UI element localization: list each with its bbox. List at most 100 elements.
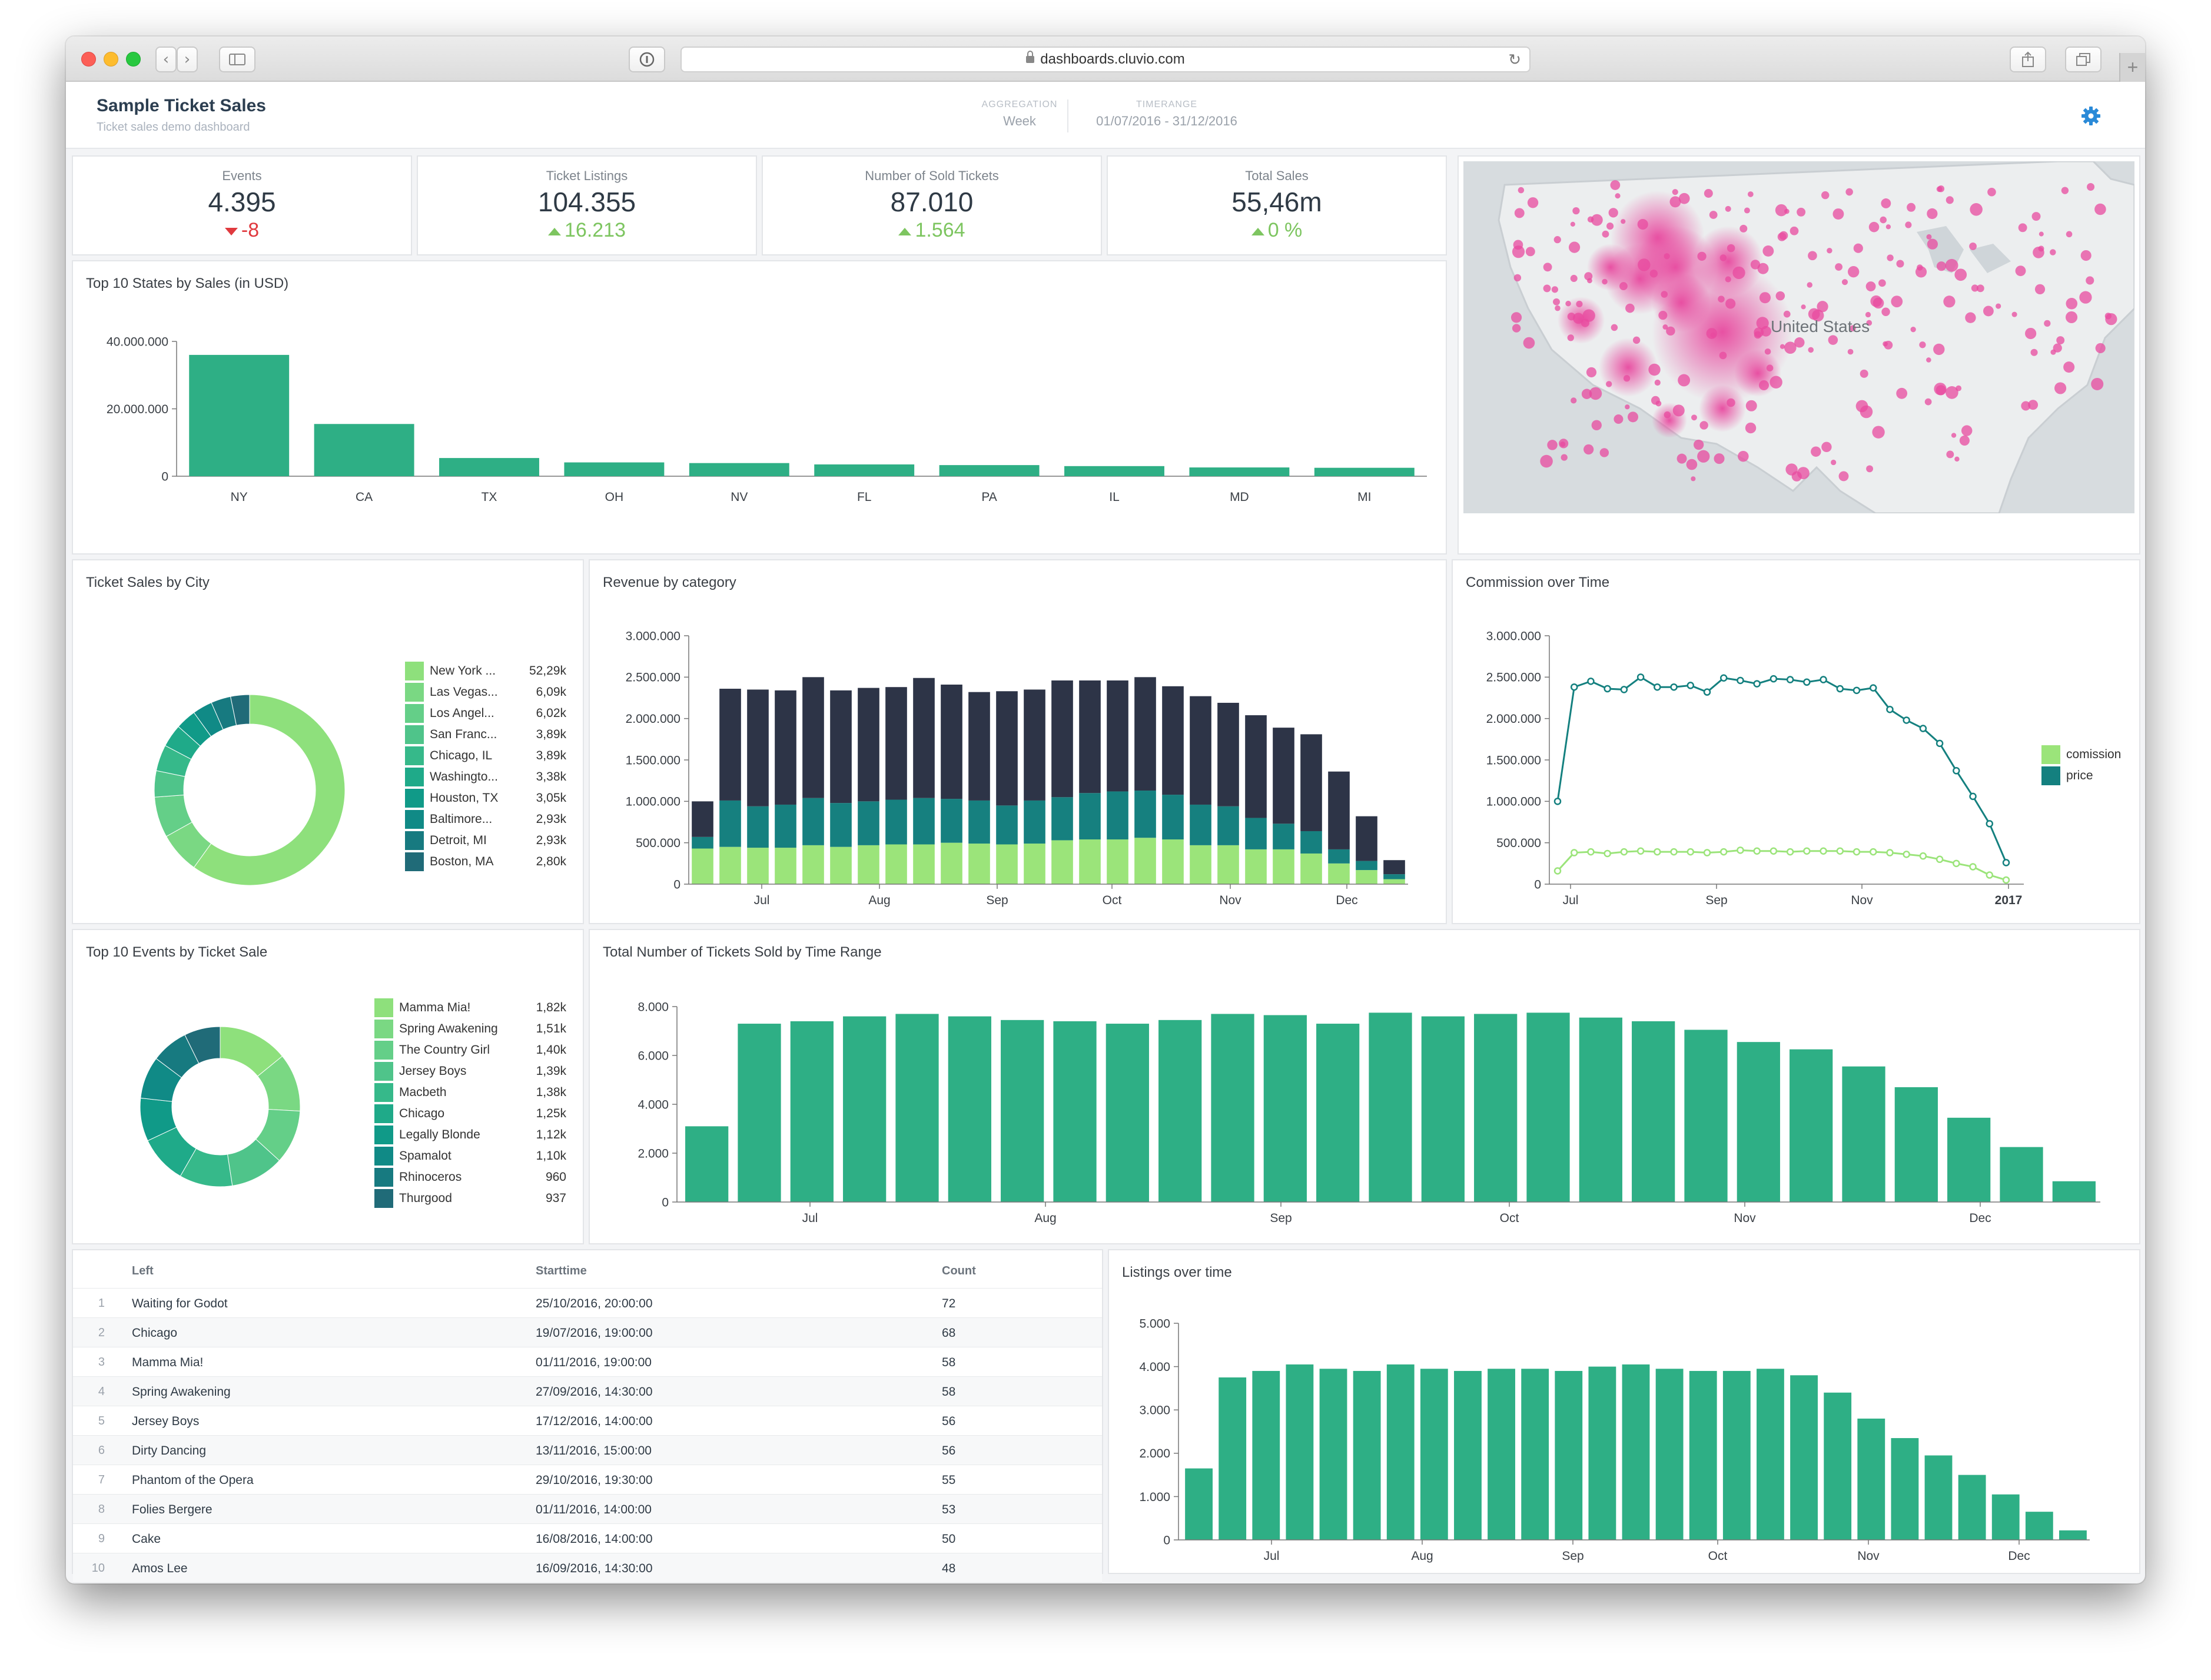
bar[interactable] <box>1655 1369 1684 1540</box>
series-point[interactable] <box>1953 767 1960 775</box>
city-legend-item[interactable]: Las Vegas... 6,09k <box>405 682 566 703</box>
table-row[interactable]: 10 Amos Lee 16/09/2016, 14:30:00 48 <box>73 1553 1102 1582</box>
bar-TX[interactable] <box>439 458 539 476</box>
city-legend-item[interactable]: New York ... 52,29k <box>405 660 566 682</box>
table-row[interactable]: 8 Folies Bergere 01/11/2016, 14:00:00 53 <box>73 1494 1102 1523</box>
revenue-segment[interactable] <box>719 800 741 847</box>
bar[interactable] <box>1106 1024 1149 1202</box>
bar[interactable] <box>1857 1418 1885 1540</box>
city-legend-item[interactable]: Washingto... 3,38k <box>405 766 566 788</box>
bar[interactable] <box>1689 1370 1717 1540</box>
bar-NY[interactable] <box>189 354 290 476</box>
revenue-segment[interactable] <box>692 801 713 837</box>
bar[interactable] <box>1263 1015 1307 1202</box>
privacy-report-button[interactable] <box>629 47 665 72</box>
bar[interactable] <box>1211 1014 1254 1202</box>
series-point[interactable] <box>1553 798 1562 805</box>
revenue-segment[interactable] <box>1190 696 1211 805</box>
us-map[interactable]: United States <box>1463 161 2134 513</box>
table-row[interactable]: 4 Spring Awakening 27/09/2016, 14:30:00 58 <box>73 1376 1102 1406</box>
sidebar-toggle-button[interactable] <box>219 47 255 72</box>
revenue-segment[interactable] <box>1273 728 1294 824</box>
revenue-segment[interactable] <box>1079 839 1101 884</box>
revenue-segment[interactable] <box>775 804 796 848</box>
revenue-segment[interactable] <box>1217 845 1239 884</box>
city-legend-item[interactable]: Detroit, MI 2,93k <box>405 830 566 851</box>
revenue-segment[interactable] <box>1328 863 1350 884</box>
series-point[interactable] <box>1969 863 1977 871</box>
series-point[interactable] <box>1786 848 1794 856</box>
bar[interactable] <box>1521 1369 1549 1540</box>
bar[interactable] <box>1588 1366 1616 1540</box>
bar[interactable] <box>1958 1475 1986 1540</box>
revenue-segment[interactable] <box>1107 839 1128 884</box>
tabs-overview-button[interactable] <box>2065 47 2102 72</box>
reload-icon[interactable]: ↻ <box>1508 51 1521 69</box>
series-point[interactable] <box>1719 674 1728 682</box>
series-point[interactable] <box>1654 683 1661 691</box>
series-point[interactable] <box>1903 851 1910 858</box>
bar-FL[interactable] <box>814 464 915 476</box>
event-slice[interactable] <box>184 1026 221 1064</box>
series-point[interactable] <box>1919 725 1927 732</box>
address-bar[interactable]: dashboards.cluvio.com ↻ <box>680 47 1531 72</box>
revenue-segment[interactable] <box>1383 860 1405 875</box>
revenue-segment[interactable] <box>1190 804 1211 845</box>
revenue-segment[interactable] <box>1162 795 1184 840</box>
series-point[interactable] <box>1869 848 1877 856</box>
revenue-segment[interactable] <box>1134 838 1156 884</box>
bar[interactable] <box>1894 1087 1938 1202</box>
revenue-segment[interactable] <box>1383 879 1405 884</box>
revenue-segment[interactable] <box>1079 680 1101 793</box>
city-legend-item[interactable]: Houston, TX 3,05k <box>405 788 566 809</box>
series-point[interactable] <box>1803 678 1811 686</box>
series-point[interactable] <box>1737 676 1744 685</box>
series-point[interactable] <box>1969 792 1977 801</box>
bar[interactable] <box>1737 1042 1780 1202</box>
bar[interactable] <box>1842 1066 1885 1202</box>
series-line-comission[interactable] <box>1556 849 2007 881</box>
series-point[interactable] <box>1886 849 1894 856</box>
settings-gear-icon[interactable] <box>2080 105 2102 127</box>
table-row[interactable]: 3 Mamma Mia! 01/11/2016, 19:00:00 58 <box>73 1347 1102 1376</box>
column-header-starttime[interactable]: Starttime <box>536 1264 587 1277</box>
revenue-segment[interactable] <box>719 689 741 801</box>
close-window-button[interactable] <box>81 52 96 67</box>
table-row[interactable]: 2 Chicago 19/07/2016, 19:00:00 68 <box>73 1317 1102 1347</box>
series-point[interactable] <box>1836 847 1844 855</box>
series-point[interactable] <box>1553 867 1562 875</box>
revenue-segment[interactable] <box>1356 861 1377 871</box>
series-point[interactable] <box>1703 849 1711 856</box>
revenue-segment[interactable] <box>1356 870 1377 884</box>
bar-MD[interactable] <box>1189 467 1290 476</box>
revenue-segment[interactable] <box>996 691 1018 806</box>
event-legend-item[interactable]: Mamma Mia! 1,82k <box>374 997 566 1018</box>
series-point[interactable] <box>1919 852 1927 860</box>
series-point[interactable] <box>1753 847 1761 855</box>
bar[interactable] <box>1369 1012 1412 1202</box>
revenue-segment[interactable] <box>1024 844 1045 884</box>
bar[interactable] <box>1684 1030 1728 1202</box>
event-legend-item[interactable]: Jersey Boys 1,39k <box>374 1061 566 1082</box>
revenue-segment[interactable] <box>802 677 824 798</box>
bar-IL[interactable] <box>1064 466 1164 476</box>
event-legend-item[interactable]: Legally Blonde 1,12k <box>374 1124 566 1146</box>
revenue-segment[interactable] <box>1356 816 1377 861</box>
revenue-segment[interactable] <box>1300 734 1322 831</box>
revenue-segment[interactable] <box>885 844 907 884</box>
bar[interactable] <box>790 1021 834 1202</box>
series-point[interactable] <box>1654 848 1661 856</box>
bar[interactable] <box>2000 1147 2043 1202</box>
revenue-segment[interactable] <box>941 684 962 799</box>
bar[interactable] <box>1555 1370 1583 1540</box>
bar-CA[interactable] <box>314 424 414 476</box>
series-point[interactable] <box>1936 739 1944 748</box>
aggregation-selector[interactable]: AGGREGATION Week <box>972 99 1067 129</box>
revenue-segment[interactable] <box>913 678 935 798</box>
revenue-segment[interactable] <box>1024 689 1045 801</box>
bar[interactable] <box>948 1016 991 1202</box>
forward-button[interactable]: › <box>177 47 198 72</box>
table-row[interactable]: 5 Jersey Boys 17/12/2016, 14:00:00 56 <box>73 1406 1102 1435</box>
new-tab-button[interactable]: + <box>2119 53 2145 82</box>
table-row[interactable]: 7 Phantom of the Opera 29/10/2016, 19:30:0… <box>73 1465 1102 1494</box>
